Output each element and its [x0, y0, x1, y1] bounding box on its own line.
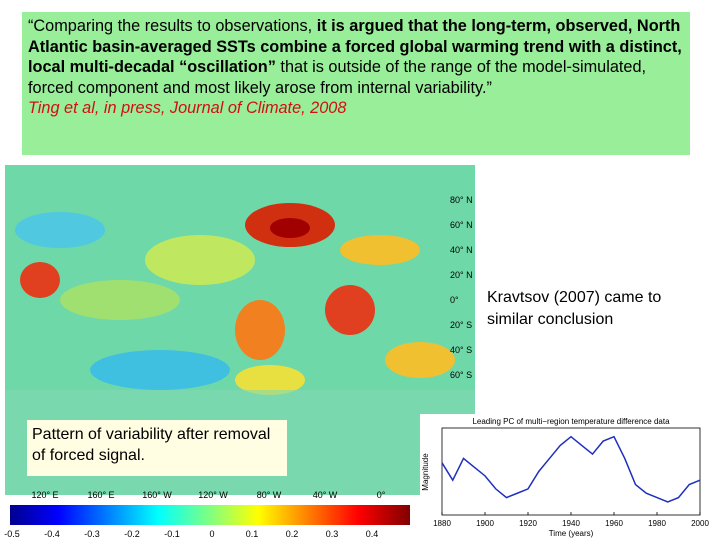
colorbar-label: -0.5	[4, 529, 20, 539]
x-tick-label: 1920	[519, 519, 537, 528]
side-note: Kravtsov (2007) came to similar conclusi…	[487, 289, 662, 328]
latitude-label: 20° S	[450, 320, 472, 330]
x-tick-label: 1880	[433, 519, 451, 528]
x-tick-label: 1900	[476, 519, 494, 528]
longitude-label: 0°	[377, 490, 386, 500]
colorbar-label: -0.3	[84, 529, 100, 539]
latitude-label: 40° S	[450, 345, 472, 355]
quote-text: “Comparing the results to observations,	[28, 17, 317, 35]
longitude-label: 160° E	[87, 490, 114, 500]
citation: Ting et al, in press, Journal of Climate…	[28, 99, 347, 117]
longitude-label: 160° W	[142, 490, 172, 500]
colorbar-label: 0.4	[366, 529, 379, 539]
colorbar-label: 0.3	[326, 529, 339, 539]
map-labels: 80° N 60° N 40° N 20° N 0° 20° S 40° S 60° S 120…	[4, 195, 472, 539]
latitude-label: 60° N	[450, 220, 473, 230]
longitude-label: 120° W	[198, 490, 228, 500]
colorbar-label: 0.2	[286, 529, 299, 539]
colorbar-label: 0	[209, 529, 214, 539]
latitude-label: 60° S	[450, 370, 472, 380]
latitude-label: 80° N	[450, 195, 473, 205]
quote-emphasis: it is argued that the long-term, observe…	[28, 17, 682, 76]
x-tick-label: 1960	[605, 519, 623, 528]
x-tick-label: 1940	[562, 519, 580, 528]
colorbar	[10, 505, 410, 525]
latitude-label: 0°	[450, 295, 459, 305]
colorbar-label: -0.4	[44, 529, 60, 539]
x-axis-label: Time (years)	[549, 529, 594, 538]
inset-chart: Leading PC of multi−region temperature d…	[420, 414, 720, 540]
quote-box: “Comparing the results to observations, …	[22, 12, 690, 155]
map-caption: Pattern of variability after removal of …	[27, 420, 287, 476]
longitude-label: 120° E	[31, 490, 58, 500]
colorbar-label: 0.1	[246, 529, 259, 539]
quote-text: that is outside of the range of the mode…	[28, 58, 647, 97]
longitude-label: 80° W	[257, 490, 282, 500]
data-line	[441, 435, 701, 503]
x-tick-label: 1980	[648, 519, 666, 528]
y-axis-label: Magnitude	[421, 453, 430, 491]
latitude-label: 40° N	[450, 245, 473, 255]
latitude-label: 20° N	[450, 270, 473, 280]
colorbar-label: -0.2	[124, 529, 140, 539]
colorbar-label: -0.1	[164, 529, 180, 539]
longitude-label: 40° W	[313, 490, 338, 500]
x-tick-label: 2000	[691, 519, 709, 528]
chart-title: Leading PC of multi−region temperature d…	[472, 417, 670, 426]
